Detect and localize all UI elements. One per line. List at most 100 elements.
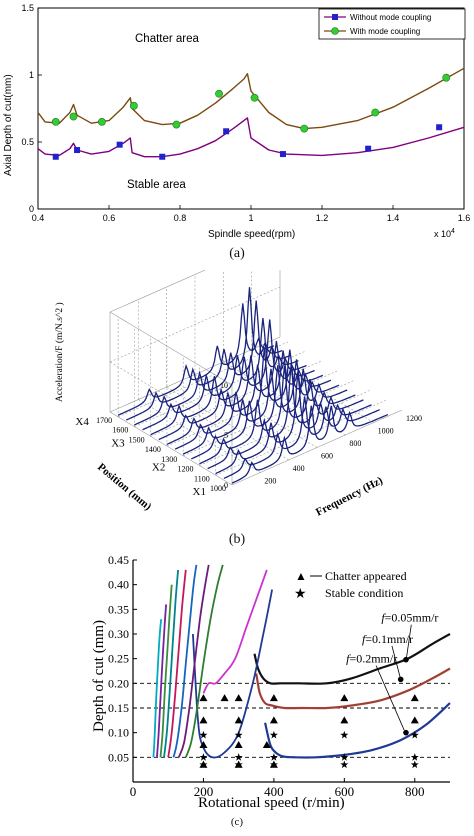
chart-a-xtick-label-1: 0.6 [103, 213, 116, 223]
chart-c-annotation-rest-0: =0.05mm/r [385, 611, 439, 625]
chart-b-ytick-label-5: 1500 [129, 435, 145, 444]
chart-c-chatter-point-7 [234, 716, 243, 724]
panel-a-chart: 0.4 0.6 0.8 1 1.2 1.4 1.6 0 0.5 1 1.5 Chatter area… [0, 0, 474, 270]
chart-b-xtick-label-3: 800 [349, 439, 361, 448]
chart-a-series-line-1 [37, 67, 465, 130]
chart-a-point-s0-1 [74, 147, 81, 154]
chart-c-legend: ▲ Chatter appeared ★ Stable condition [294, 569, 407, 602]
chart-b-position-marker-2: X3 [111, 437, 125, 449]
legend-symbol-chatter: ▲ [295, 569, 307, 583]
panel-b-caption: (b) [228, 532, 246, 547]
panel-a-caption: (a) [229, 246, 245, 261]
chart-b-tick-labels: 2004006008001000120010001100120013001400… [75, 381, 422, 498]
chart-a-point-s1-2 [98, 118, 106, 126]
chart-a-series-line-0 [37, 117, 465, 158]
chart-b-floor-left [109, 411, 233, 486]
chart-c-reference-lines [133, 682, 450, 758]
chart-b-zlabel: Acceleration/F (m/N.s^2 ) [54, 302, 65, 402]
chart-b-ylabel: Position (mm) [95, 461, 154, 513]
chart-b-ytick-label-7: 1700 [96, 416, 112, 425]
chart-c-annotation-leader-0 [405, 624, 412, 662]
chart-a-point-s1-1 [69, 112, 78, 121]
chart-a-point-s1-0 [51, 118, 60, 126]
chart-c-annotation-rest-1: =0.1mm/r [365, 632, 413, 646]
chart-c-stable-point-11 [234, 760, 243, 769]
chart-c-annotation-f-0: f [381, 611, 386, 625]
chart-c-chatter-point-2 [269, 694, 278, 702]
chart-a-ytick-label-2: 1 [29, 70, 34, 80]
chart-b-floor-grid-p-2 [183, 380, 354, 457]
chart-b-ztick-label-0: 0 [224, 481, 228, 490]
chart-c-series-line-10 [159, 584, 173, 758]
chart-c-annotation-leader-2 [375, 665, 405, 731]
chart-a-xtick-label-2: 0.8 [174, 213, 187, 223]
chart-c-series-line-6 [177, 564, 210, 758]
chart-c-ylabel: Depth of cut (mm) [91, 620, 107, 732]
chart-c-stable-point-6 [234, 753, 243, 761]
chart-a-ticks: 0.4 0.6 0.8 1 1.2 1.4 1.6 0 0.5 1 1.5 [21, 3, 470, 223]
chart-b-series-line-1250 [191, 365, 348, 460]
chart-c-axes: 0 200 400 600 800 0.05 0.10 0.15 0.20 0.25 0.30 0.3… [108, 553, 450, 799]
chart-c-series-line-1 [255, 667, 451, 710]
chart-c-point-markers [199, 694, 419, 769]
chart-c-ytick-label-2: 0.15 [108, 701, 129, 715]
chart-a-xtick-label-4: 1.2 [316, 213, 329, 223]
chart-c-annotation-f-1: f [362, 632, 367, 646]
chart-c-series-group [152, 564, 451, 759]
legend-symbol-stable: ★ [294, 587, 307, 602]
chart-b-series-line-1450 [158, 340, 315, 441]
chart-c-annotations: f=0.05mm/rf=0.1mm/rf=0.2mm/r [346, 611, 438, 731]
chart-a-annotation-chatter: Chatter area [135, 33, 200, 45]
chart-c-stable-point-10 [199, 760, 208, 769]
chart-a-legend-box [318, 8, 466, 40]
chart-a-point-s0-0 [52, 153, 59, 160]
chart-a-ytick-label-1: 0.5 [21, 137, 34, 147]
chart-a-xtick-label-6: 1.6 [458, 213, 471, 223]
chart-c-chatter-point-0 [199, 694, 208, 702]
chart-c-series-line-7 [172, 564, 198, 758]
chart-b-series-line-1150 [207, 363, 364, 470]
chart-a-point-s1-5 [215, 89, 223, 98]
chart-c-series-line-1-core [256, 668, 451, 709]
legend-marker-without [332, 14, 338, 20]
chart-c-stable-point-5 [199, 753, 208, 761]
chart-b-position-marker-0: X1 [193, 486, 206, 498]
chart-b-position-marker-1: X2 [152, 462, 165, 474]
chart-c-stable-point-12 [269, 760, 278, 769]
chart-c-chatter-point-3 [220, 694, 229, 702]
legend-label-with: With mode coupling [350, 27, 420, 36]
chart-c-chatter-point-5 [410, 694, 419, 702]
chart-c-ytick-label-8: 0.45 [108, 553, 129, 567]
chart-c-stable-point-9 [410, 753, 419, 761]
chart-c-stable-point-14 [410, 760, 419, 769]
chart-b-zlabel-text: Acceleration/F (m/N.s^2 ) [54, 302, 65, 402]
chart-b-floor-grid-p-3 [166, 370, 338, 447]
chart-b-backwall-zgrid-0 [109, 286, 281, 363]
chart-c-ytick-label-3: 0.20 [108, 676, 129, 690]
chart-a-xtick-label-5: 1.4 [387, 213, 400, 223]
chart-c-chatter-point-10 [410, 716, 419, 724]
chart-a-point-s0-2 [116, 141, 123, 148]
chart-a-point-s0-6 [365, 145, 372, 152]
chart-c-annotation-leader-1 [391, 645, 402, 680]
chart-c-xtick-label-2: 400 [264, 784, 284, 799]
chart-a-xlabel: Spindle speed(rpm) [208, 229, 295, 240]
chart-a-xtick-label-0: 0.4 [32, 213, 45, 223]
chart-c-series-line-8 [167, 569, 187, 758]
chart-c-ytick-label-6: 0.35 [108, 602, 129, 616]
legend-label-without: Without mode coupling [350, 13, 431, 22]
chart-b-ztick-label-2: 10 [220, 381, 228, 390]
legend-label-chatter: Chatter appeared [325, 569, 407, 583]
panel-b-chart: 200 400 600 800 1000 1200 1000 1100 1200 1300 1400… [0, 270, 474, 552]
chart-c-ytick-label-7: 0.40 [108, 578, 129, 592]
chart-b-floor-grid-p-0 [215, 399, 386, 476]
chart-c-stable-point-3 [340, 730, 349, 739]
chart-c-chatter-point-1 [234, 694, 243, 702]
chart-b-ytick-label-0: 1000 [210, 484, 226, 493]
chart-a-x-multiplier: x 104 [434, 228, 455, 239]
chart-c-svg: 0 200 400 600 800 0.05 0.10 0.15 0.20 0.25 0.30 0.3… [91, 553, 451, 811]
chart-c-series-line-11 [156, 604, 167, 758]
chart-c-annotation-2: f=0.2mm/r [346, 652, 397, 666]
chart-c-stable-point-2 [269, 730, 278, 739]
chart-b-ytick-label-6: 1600 [112, 426, 128, 435]
